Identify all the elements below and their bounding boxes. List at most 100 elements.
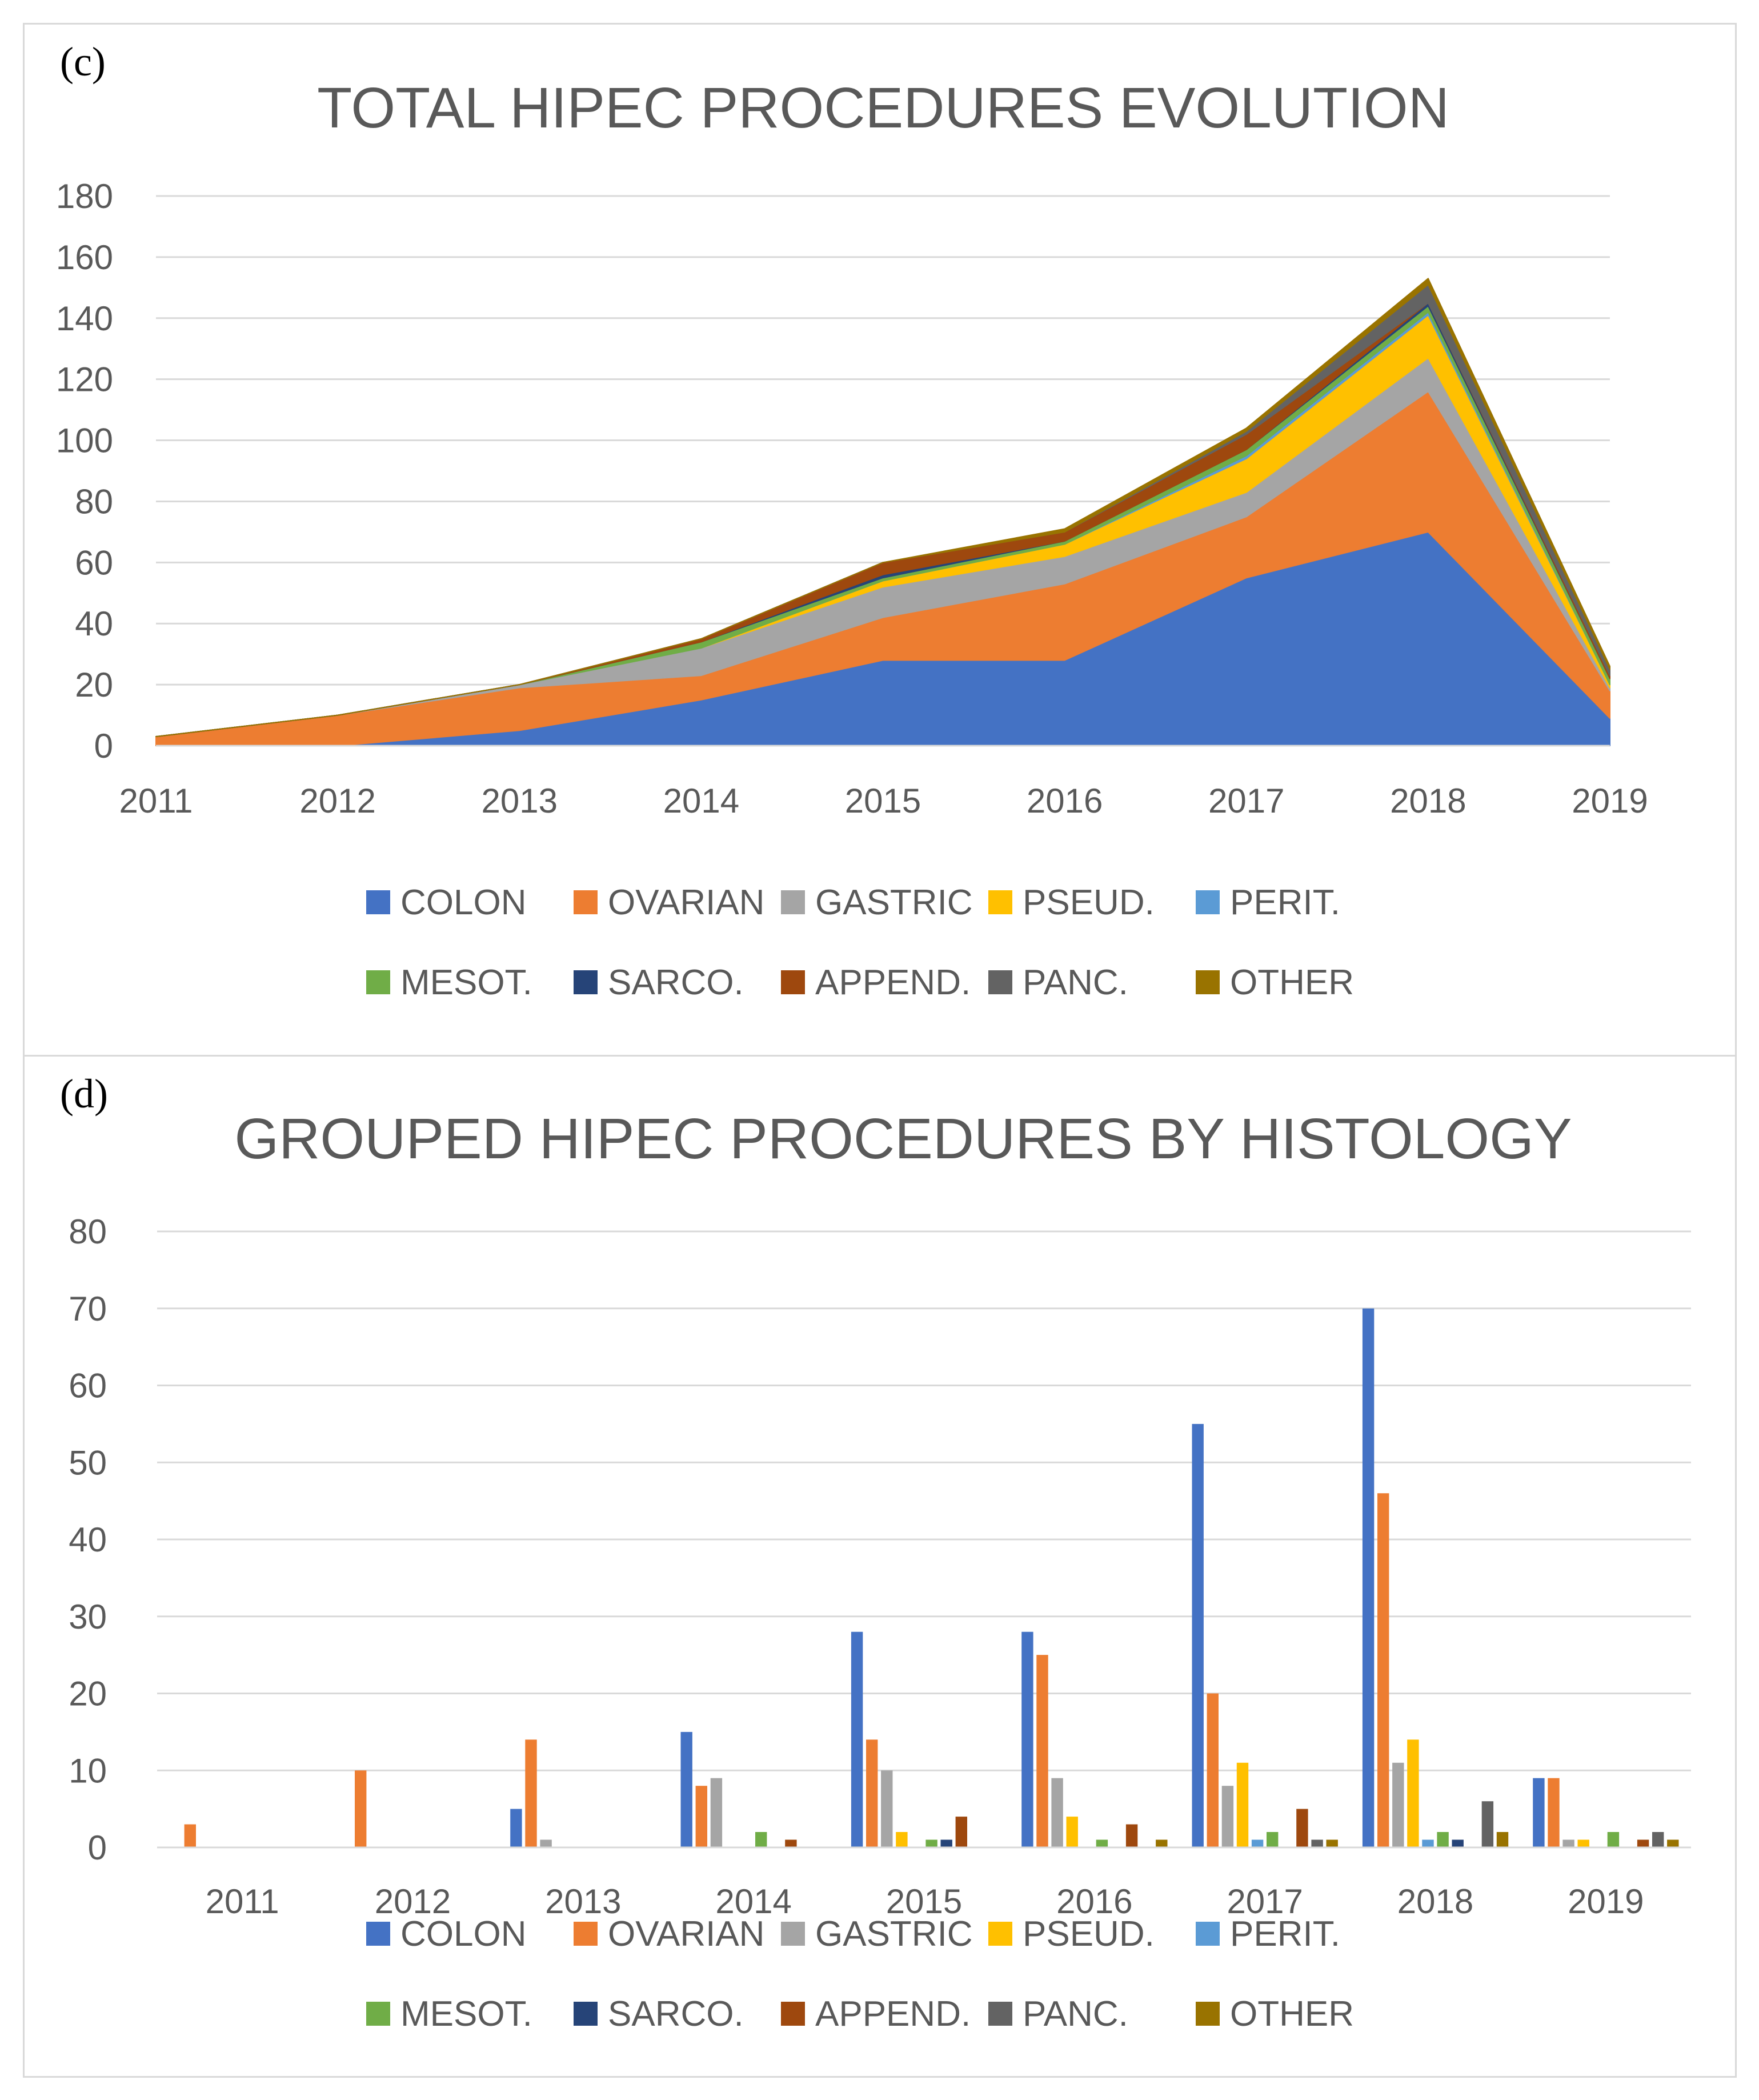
bar-gastric-2019 xyxy=(1562,1839,1574,1847)
bar-ovarian-2018 xyxy=(1377,1493,1389,1847)
legend-swatch-other xyxy=(1196,970,1220,994)
x-tick-label: 2012 xyxy=(375,1882,451,1921)
bar-pseud-2016 xyxy=(1066,1817,1078,1847)
legend-swatch-gastric xyxy=(781,1922,805,1946)
x-tick-label: 2013 xyxy=(545,1882,621,1921)
x-tick-label: 2015 xyxy=(886,1882,962,1921)
legend-swatch-colon xyxy=(366,1922,390,1946)
legend-label-panc: PANC. xyxy=(1023,1994,1128,2034)
bar-other-2017 xyxy=(1326,1839,1338,1847)
x-tick-label: 2019 xyxy=(1572,782,1648,820)
panel-label-c: (c) xyxy=(60,39,106,85)
x-tick-label: 2014 xyxy=(663,782,739,820)
bar-ovarian-2014 xyxy=(695,1786,707,1847)
bar-gastric-2016 xyxy=(1051,1778,1063,1847)
legend-label-gastric: GASTRIC xyxy=(815,1914,973,1954)
x-tick-label: 2019 xyxy=(1568,1882,1644,1921)
legend-swatch-gastric xyxy=(781,890,805,914)
area-other xyxy=(155,278,1610,737)
bar-panc-2019 xyxy=(1652,1832,1664,1847)
x-tick-label: 2011 xyxy=(206,1882,279,1921)
y-tick-label: 0 xyxy=(88,1829,107,1867)
x-tick-label: 2017 xyxy=(1208,782,1284,820)
bar-gastric-2014 xyxy=(710,1778,723,1847)
legend-label-append: APPEND. xyxy=(815,1994,971,2034)
bar-ovarian-2019 xyxy=(1548,1778,1560,1847)
y-tick-label: 100 xyxy=(56,422,113,460)
bar-append-2017 xyxy=(1296,1809,1308,1847)
y-tick-label: 160 xyxy=(56,238,113,277)
legend-label-sarco: SARCO. xyxy=(608,1994,744,2034)
bar-colon-2018 xyxy=(1362,1308,1375,1848)
bar-ovarian-2017 xyxy=(1207,1693,1219,1847)
bar-append-2014 xyxy=(785,1839,797,1847)
legend-swatch-mesot xyxy=(366,2002,390,2026)
y-tick-label: 120 xyxy=(56,361,113,399)
legend-swatch-colon xyxy=(366,890,390,914)
bar-colon-2019 xyxy=(1533,1778,1545,1847)
legend-swatch-ovarian xyxy=(574,1922,598,1946)
y-tick-label: 40 xyxy=(69,1521,107,1559)
bar-ovarian-2015 xyxy=(866,1739,878,1847)
bar-colon-2017 xyxy=(1192,1423,1204,1847)
legend-label-mesot: MESOT. xyxy=(400,963,532,1002)
bar-perit-2017 xyxy=(1251,1839,1264,1847)
bar-mesot-2014 xyxy=(755,1832,767,1847)
legend-label-append: APPEND. xyxy=(815,963,971,1002)
legend-label-pseud: PSEUD. xyxy=(1023,883,1155,922)
area-chart: TOTAL HIPEC PROCEDURES EVOLUTION 0 20 40 60… xyxy=(56,76,1648,1002)
y-tick-label: 20 xyxy=(75,666,113,704)
x-tick-label: 2018 xyxy=(1397,1882,1473,1921)
y-tick-label: 70 xyxy=(69,1290,107,1328)
bar-colon-2014 xyxy=(680,1731,692,1847)
bar-sarco-2015 xyxy=(940,1839,952,1847)
x-tick-label: 2012 xyxy=(299,782,375,820)
bar-ovarian-2011 xyxy=(184,1824,196,1847)
bar-mesot-2016 xyxy=(1096,1839,1108,1847)
legend-swatch-panc xyxy=(988,2002,1012,2026)
x-tick-label: 2016 xyxy=(1027,782,1103,820)
bar-gastric-2018 xyxy=(1392,1762,1404,1847)
bar-panc-2017 xyxy=(1311,1839,1323,1847)
bar-mesot-2019 xyxy=(1607,1832,1620,1847)
bar-ovarian-2016 xyxy=(1036,1655,1048,1847)
bar-append-2016 xyxy=(1125,1824,1138,1847)
x-tick-label: 2014 xyxy=(715,1882,791,1921)
legend-label-perit: PERIT. xyxy=(1230,1914,1340,1954)
bar-other-2016 xyxy=(1156,1839,1168,1847)
legend-label-sarco: SARCO. xyxy=(608,963,744,1002)
bar-ovarian-2013 xyxy=(525,1739,537,1847)
bar-pseud-2019 xyxy=(1577,1839,1589,1847)
panel-d: (d) GROUPED HIPEC PROCEDURES BY HISTOLOG… xyxy=(23,1055,1737,2078)
y-tick-label: 60 xyxy=(75,543,113,582)
legend-label-perit: PERIT. xyxy=(1230,883,1340,922)
legend-swatch-mesot xyxy=(366,970,390,994)
bar-append-2015 xyxy=(955,1817,967,1847)
y-tick-label: 40 xyxy=(75,605,113,643)
y-tick-label: 0 xyxy=(94,727,113,765)
bar-gastric-2013 xyxy=(540,1839,552,1847)
bar-mesot-2015 xyxy=(925,1839,937,1847)
bar-colon-2016 xyxy=(1021,1631,1033,1847)
legend-label-other: OTHER xyxy=(1230,963,1354,1002)
legend-label-colon: COLON xyxy=(400,883,526,922)
area-series-group xyxy=(155,278,1610,746)
legend-swatch-pseud xyxy=(988,1922,1012,1946)
legend-swatch-pseud xyxy=(988,890,1012,914)
bar-mesot-2017 xyxy=(1267,1832,1279,1847)
bar-gastric-2015 xyxy=(881,1770,893,1848)
legend-label-panc: PANC. xyxy=(1023,963,1128,1002)
x-tick-label: 2017 xyxy=(1227,1882,1303,1921)
y-tick-label: 30 xyxy=(69,1598,107,1636)
legend-label-ovarian: OVARIAN xyxy=(608,883,764,922)
bar-panc-2018 xyxy=(1481,1801,1494,1847)
bar-other-2018 xyxy=(1496,1832,1509,1847)
bar-pseud-2017 xyxy=(1236,1762,1249,1847)
bar-other-2019 xyxy=(1667,1839,1679,1847)
y-tick-label: 140 xyxy=(56,299,113,338)
x-tick-label: 2015 xyxy=(845,782,921,820)
legend-swatch-append xyxy=(781,2002,805,2026)
legend-label-colon: COLON xyxy=(400,1914,526,1954)
y-tick-label: 80 xyxy=(75,482,113,521)
bar-sarco-2018 xyxy=(1452,1839,1464,1847)
